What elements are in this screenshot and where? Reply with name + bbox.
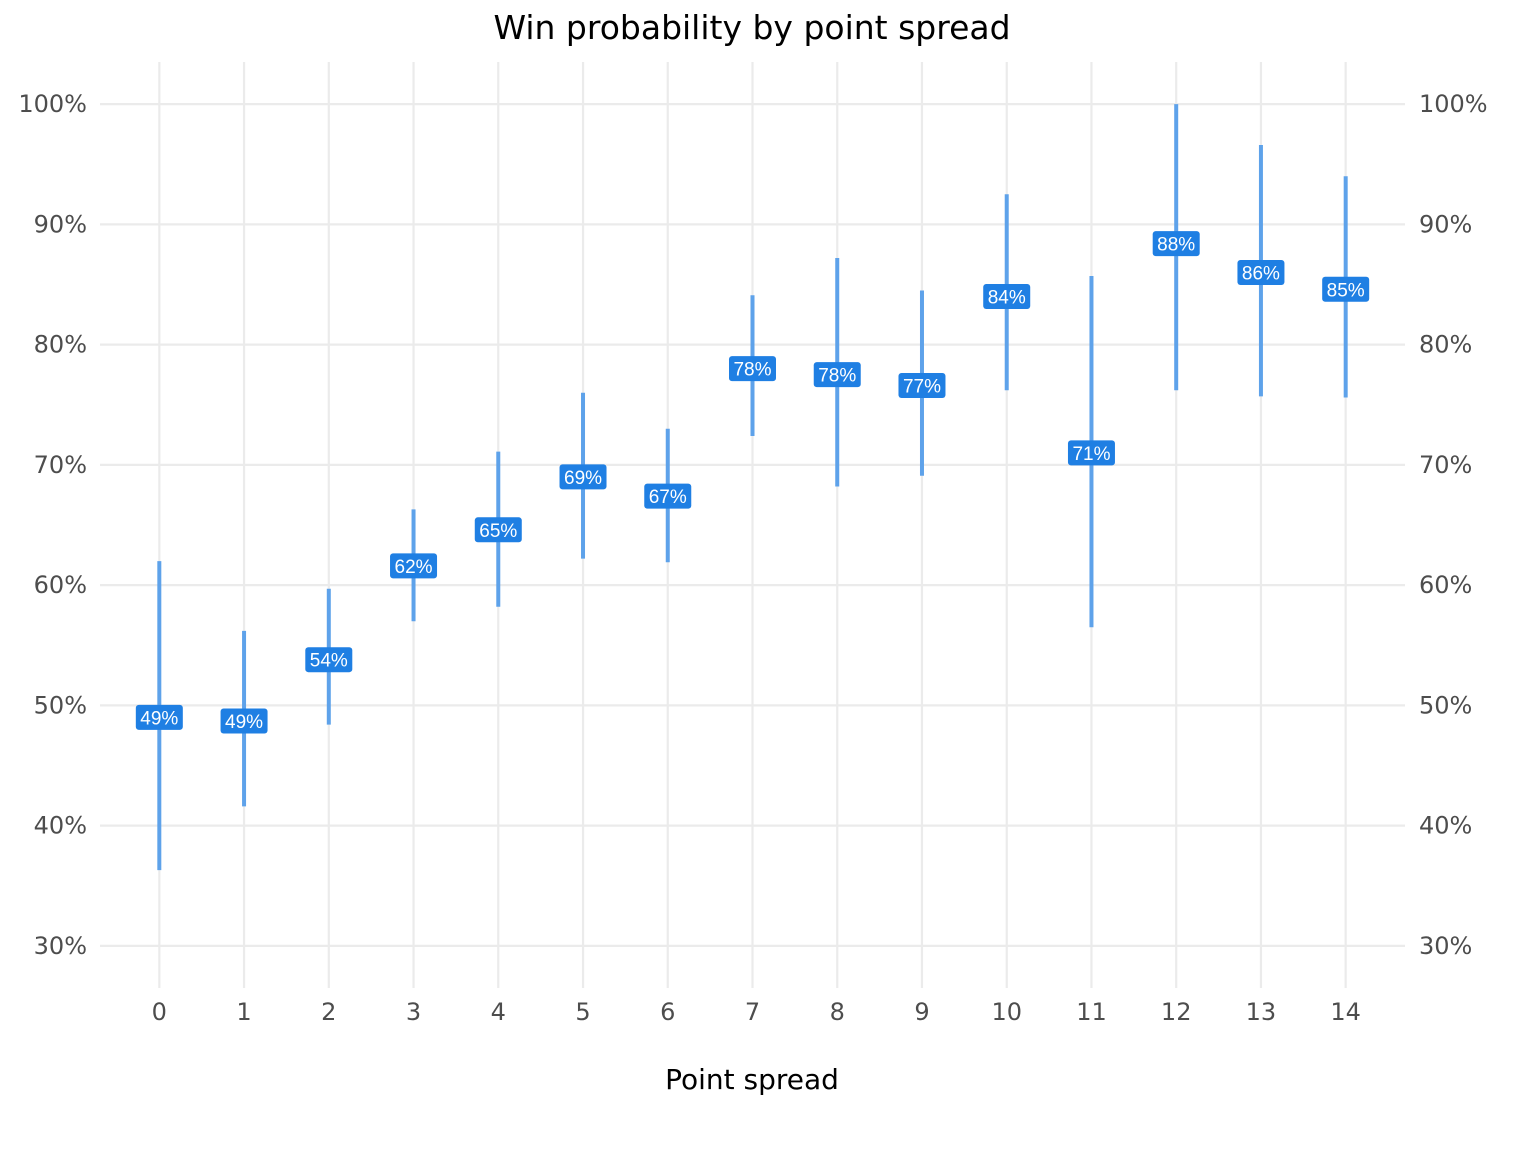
y-tick-label-right: 50% <box>1419 691 1472 719</box>
value-label-box <box>559 464 607 490</box>
x-tick-label: 4 <box>491 998 506 1026</box>
value-label: 67% <box>649 487 687 508</box>
label-layer: 49% 49% 54% 62% 65% 69% 67% 78% 78% 77% 84% 71% 88% 8… <box>135 231 1370 734</box>
y-tick-label-left: 30% <box>34 932 87 960</box>
y-tick-label-right: 30% <box>1419 932 1472 960</box>
value-label: 86% <box>1242 263 1280 284</box>
value-label-box <box>1152 231 1200 257</box>
value-label-box <box>305 647 353 673</box>
x-tick-label: 6 <box>660 998 675 1026</box>
y-tick-label-left: 70% <box>34 451 87 479</box>
value-label: 69% <box>564 468 602 489</box>
axis-layer: 30% 30% 40% 40% 50% 50% 60% 60% 70% 70% 80% 80% 90% 9… <box>18 90 1487 1026</box>
value-label: 85% <box>1327 280 1365 301</box>
x-tick-label: 11 <box>1076 998 1107 1026</box>
value-label-box <box>1067 440 1115 466</box>
y-tick-label-right: 70% <box>1419 451 1472 479</box>
x-tick-label: 7 <box>745 998 760 1026</box>
value-label: 84% <box>988 288 1026 309</box>
y-tick-label-left: 40% <box>34 812 87 840</box>
value-label: 62% <box>395 557 433 578</box>
x-tick-label: 1 <box>236 998 251 1026</box>
value-label-box <box>644 483 692 509</box>
value-label-box <box>474 517 522 543</box>
x-tick-label: 9 <box>914 998 929 1026</box>
x-tick-label: 5 <box>575 998 590 1026</box>
value-label: 49% <box>225 712 263 733</box>
y-tick-label-right: 90% <box>1419 210 1472 238</box>
value-label-box <box>729 356 776 382</box>
x-axis-title: Point spread <box>665 1063 839 1096</box>
value-label: 88% <box>1157 235 1195 256</box>
chart-title: Win probability by point spread <box>493 8 1010 47</box>
x-tick-label: 10 <box>991 998 1022 1026</box>
y-tick-label-right: 100% <box>1419 90 1488 118</box>
y-tick-label-right: 80% <box>1419 331 1472 359</box>
x-tick-label: 12 <box>1161 998 1192 1026</box>
x-tick-label: 13 <box>1246 998 1277 1026</box>
grid-layer <box>100 62 1405 988</box>
value-label: 78% <box>818 366 856 387</box>
value-label: 49% <box>140 708 178 729</box>
y-tick-label-right: 60% <box>1419 571 1472 599</box>
value-label-box <box>135 704 183 730</box>
x-tick-label: 0 <box>152 998 167 1026</box>
x-tick-label: 14 <box>1330 998 1361 1026</box>
value-label-box <box>898 372 946 398</box>
value-label: 77% <box>903 376 941 397</box>
value-label-box <box>983 284 1031 310</box>
value-label-box <box>1237 259 1285 285</box>
value-label-box <box>813 362 861 388</box>
y-tick-label-left: 100% <box>18 90 87 118</box>
value-label-box <box>220 708 268 734</box>
x-tick-label: 8 <box>830 998 845 1026</box>
y-tick-label-right: 40% <box>1419 812 1472 840</box>
value-label: 78% <box>733 360 771 381</box>
value-label-box <box>1322 276 1370 302</box>
y-tick-label-left: 50% <box>34 691 87 719</box>
value-label-box <box>390 553 438 579</box>
value-label: 71% <box>1072 444 1110 465</box>
x-tick-label: 2 <box>321 998 336 1026</box>
y-tick-label-left: 80% <box>34 331 87 359</box>
y-tick-label-left: 60% <box>34 571 87 599</box>
value-label: 54% <box>310 651 348 672</box>
y-tick-label-left: 90% <box>34 210 87 238</box>
value-label: 65% <box>479 521 517 542</box>
x-tick-label: 3 <box>406 998 421 1026</box>
